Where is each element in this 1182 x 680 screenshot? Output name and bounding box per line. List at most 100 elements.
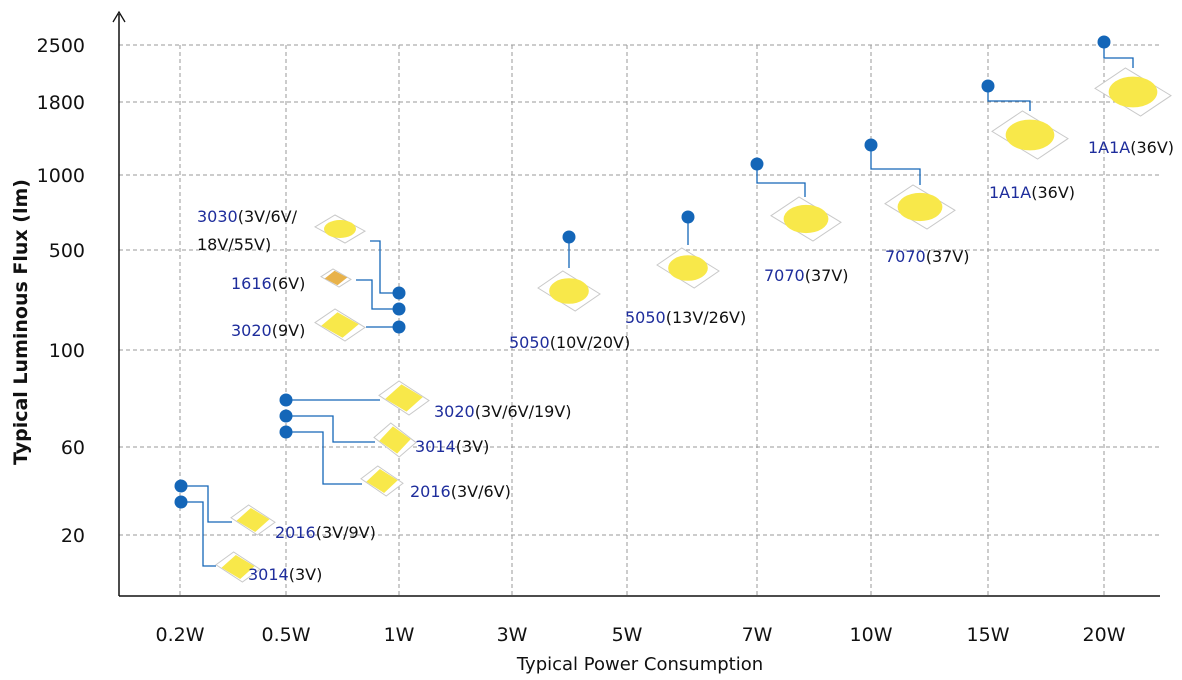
point-labels: 2016(3V/9V)3014(3V)3020(3V/6V/19V)3014(3… bbox=[197, 138, 1174, 584]
model-name: 2016 bbox=[275, 523, 316, 542]
y-tick-label: 100 bbox=[49, 340, 85, 362]
led-emitter bbox=[321, 312, 359, 338]
connector-line bbox=[870, 145, 921, 185]
point-label: 1A1A(36V) bbox=[1088, 138, 1174, 157]
model-name: 3020 bbox=[434, 402, 475, 421]
point-label: 1A1A(36V) bbox=[989, 183, 1075, 202]
model-name: 3014 bbox=[415, 437, 456, 456]
point-label: 1616(6V) bbox=[231, 274, 305, 293]
voltage-rating: (13V/26V) bbox=[666, 308, 746, 327]
x-tick-label: 0.2W bbox=[155, 624, 204, 646]
led-emitter bbox=[783, 204, 829, 234]
x-tick-label: 1W bbox=[384, 624, 415, 646]
voltage-rating: (37V) bbox=[805, 266, 849, 285]
x-tick-label: 10W bbox=[850, 624, 893, 646]
data-point bbox=[562, 230, 576, 244]
data-point bbox=[864, 138, 878, 152]
model-name: 5050 bbox=[509, 333, 550, 352]
led-emitter bbox=[385, 384, 423, 412]
model-name: 2016 bbox=[410, 482, 451, 501]
y-tick-label: 1000 bbox=[37, 165, 85, 187]
led-package-icon bbox=[884, 184, 956, 230]
led-package-icon bbox=[991, 110, 1069, 160]
voltage-rating: (36V) bbox=[1031, 183, 1075, 202]
model-name: 1A1A bbox=[989, 183, 1031, 202]
voltage-rating: (3V/6V/ bbox=[238, 207, 298, 226]
x-tick-label: 0.5W bbox=[261, 624, 310, 646]
led-emitter bbox=[324, 220, 356, 238]
voltage-rating: (6V) bbox=[272, 274, 306, 293]
connector-line bbox=[286, 431, 362, 485]
data-point bbox=[174, 479, 188, 493]
y-tick-label: 60 bbox=[61, 437, 85, 459]
connector-line bbox=[987, 86, 1031, 111]
led-package-icon bbox=[314, 308, 366, 342]
led-emitter bbox=[1108, 76, 1158, 108]
voltage-rating-line2: 18V/55V) bbox=[197, 235, 271, 254]
led-emitter bbox=[897, 192, 943, 222]
model-name: 5050 bbox=[625, 308, 666, 327]
voltage-rating: (3V/6V/19V) bbox=[475, 402, 572, 421]
data-point bbox=[279, 425, 293, 439]
y-tick-label: 20 bbox=[61, 525, 85, 547]
x-tick-label: 15W bbox=[967, 624, 1010, 646]
led-emitter bbox=[668, 255, 708, 281]
led-emitter bbox=[324, 270, 348, 286]
point-label: 5050(10V/20V) bbox=[509, 333, 630, 352]
y-tick-label: 500 bbox=[49, 240, 85, 262]
connector-line bbox=[181, 485, 232, 523]
data-point bbox=[750, 157, 764, 171]
voltage-rating: (9V) bbox=[272, 321, 306, 340]
led-package-icon bbox=[373, 422, 417, 458]
voltage-rating: (3V/6V) bbox=[451, 482, 511, 501]
connector-line bbox=[286, 415, 375, 443]
data-point bbox=[392, 320, 406, 334]
led-package-icon bbox=[360, 465, 404, 497]
data-point bbox=[392, 286, 406, 300]
led-emitter bbox=[379, 426, 411, 454]
axes bbox=[112, 10, 1160, 597]
connector-line bbox=[356, 279, 399, 310]
voltage-rating: (36V) bbox=[1130, 138, 1174, 157]
model-name: 3014 bbox=[248, 565, 289, 584]
led-package-icon bbox=[215, 551, 261, 583]
x-tick-label: 3W bbox=[497, 624, 528, 646]
led-emitter bbox=[236, 508, 270, 532]
led-package-icon bbox=[770, 196, 842, 242]
point-label: 3014(3V) bbox=[248, 565, 322, 584]
y-axis-arrow bbox=[112, 10, 126, 23]
point-label: 2016(3V/6V) bbox=[410, 482, 511, 501]
x-tick-label: 20W bbox=[1083, 624, 1126, 646]
point-label: 5050(13V/26V) bbox=[625, 308, 746, 327]
y-tick-labels: 2500 1800 1000 500 100 60 20 bbox=[37, 35, 85, 547]
model-name: 7070 bbox=[885, 247, 926, 266]
x-tick-label: 7W bbox=[742, 624, 773, 646]
data-point bbox=[279, 393, 293, 407]
led-package-icon bbox=[313, 214, 367, 244]
data-point bbox=[1097, 35, 1111, 49]
voltage-rating: (37V) bbox=[926, 247, 970, 266]
point-label: 3030(3V/6V/18V/55V) bbox=[197, 207, 298, 254]
led-packages bbox=[215, 67, 1172, 583]
connector-line bbox=[756, 164, 806, 197]
y-tick-label: 2500 bbox=[37, 35, 85, 57]
model-name: 1A1A bbox=[1088, 138, 1130, 157]
y-axis-title: Typical Luminous Flux (lm) bbox=[10, 179, 32, 465]
x-tick-labels: 0.2W 0.5W 1W 3W 5W 7W 10W 15W 20W bbox=[155, 624, 1125, 646]
led-emitter bbox=[221, 555, 255, 579]
connector-line bbox=[370, 240, 399, 294]
gridlines bbox=[119, 44, 1160, 596]
data-points bbox=[174, 35, 1111, 509]
model-name: 7070 bbox=[764, 266, 805, 285]
connector-line bbox=[181, 501, 216, 567]
data-point bbox=[279, 409, 293, 423]
led-emitter bbox=[1005, 119, 1055, 151]
led-package-icon bbox=[537, 270, 601, 312]
y-tick-label: 1800 bbox=[37, 92, 85, 114]
data-point bbox=[174, 495, 188, 509]
x-tick-label: 5W bbox=[612, 624, 643, 646]
voltage-rating: (3V) bbox=[289, 565, 323, 584]
point-label: 3014(3V) bbox=[415, 437, 489, 456]
